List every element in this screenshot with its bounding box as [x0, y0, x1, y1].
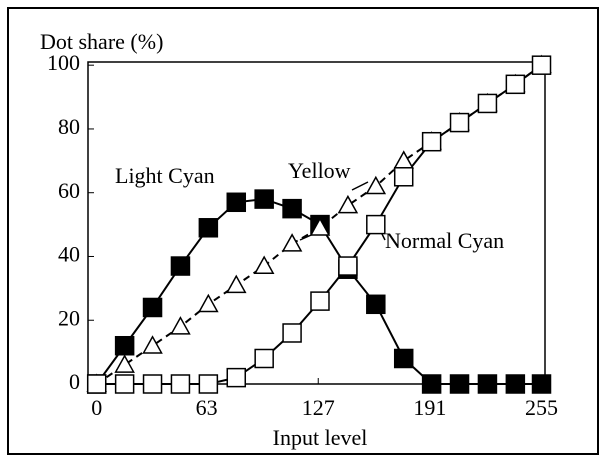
marker [198, 293, 219, 313]
y-tick-label: 100 [47, 50, 80, 75]
marker [421, 374, 442, 394]
y-tick-label: 40 [58, 242, 80, 267]
series-label: Light Cyan [115, 163, 215, 188]
marker [449, 112, 470, 133]
frame [7, 7, 599, 455]
series-label: Normal Cyan [385, 228, 504, 253]
marker [505, 74, 526, 95]
marker [477, 93, 498, 114]
marker [310, 291, 330, 311]
marker [142, 374, 163, 394]
marker [282, 198, 302, 219]
y-tick-label: 60 [58, 178, 80, 203]
marker [421, 131, 442, 152]
marker [254, 348, 274, 369]
x-tick-label: 191 [413, 395, 446, 420]
marker [254, 189, 274, 209]
x-tick-label: 0 [91, 395, 102, 420]
marker [337, 194, 359, 214]
series-label: Yellow [288, 158, 351, 183]
marker [531, 55, 552, 75]
marker [282, 323, 302, 343]
marker [198, 374, 219, 394]
marker [365, 175, 387, 195]
marker [449, 374, 470, 394]
marker [531, 374, 552, 394]
y-tick-label: 20 [58, 305, 80, 330]
marker [309, 217, 331, 236]
marker [86, 374, 107, 394]
marker [198, 218, 219, 238]
marker [142, 335, 163, 354]
marker [366, 294, 386, 315]
x-axis-title: Input level [273, 425, 368, 450]
marker [170, 316, 191, 335]
marker [366, 214, 386, 235]
marker [226, 367, 247, 388]
marker [114, 374, 135, 394]
y-tick-label: 80 [58, 114, 80, 139]
marker [477, 374, 498, 394]
y-tick-label: 0 [69, 369, 80, 394]
marker [253, 255, 275, 274]
marker [393, 348, 414, 369]
x-tick-label: 255 [525, 395, 558, 420]
marker [142, 297, 163, 318]
marker [281, 233, 303, 252]
marker [170, 256, 191, 276]
marker [393, 150, 414, 169]
y-axis-title: Dot share (%) [40, 29, 163, 54]
x-tick-label: 63 [196, 395, 218, 420]
marker [114, 335, 135, 356]
marker [225, 274, 247, 294]
marker [170, 374, 191, 394]
marker [114, 354, 135, 373]
marker [505, 374, 526, 394]
x-tick-label: 127 [302, 395, 335, 420]
marker [338, 256, 358, 276]
marker [393, 167, 414, 187]
marker [226, 192, 247, 213]
annotation-arrow [351, 181, 369, 191]
plot-area [87, 61, 546, 385]
